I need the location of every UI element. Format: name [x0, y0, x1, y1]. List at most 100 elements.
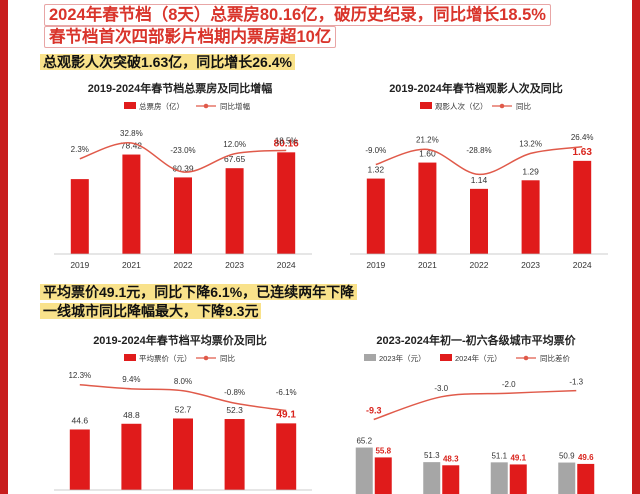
legend-label-line: 同比差价	[540, 353, 570, 363]
legend-swatch-bar	[420, 102, 432, 109]
legend-label-line: 同比	[516, 101, 531, 111]
bar-value-label-2023: 50.9	[559, 452, 575, 461]
x-tick-label: 2023	[225, 260, 244, 270]
bar	[173, 418, 193, 490]
chart-avg-price: 2019-2024年春节档平均票价及同比平均票价（元）同比44.6201948.…	[54, 333, 312, 491]
bar-value-label-2023: 65.2	[356, 437, 372, 446]
legend-swatch-2024	[440, 354, 452, 361]
chart-city-price: 2023-2024年初一-初六各级城市平均票价 2023年（元） 2024年（元） 同…	[355, 333, 595, 494]
line-value-label: -28.8%	[466, 146, 491, 155]
x-tick-label: 2022	[470, 260, 489, 270]
bar	[225, 168, 244, 254]
bar	[174, 177, 192, 254]
headline-line2: 春节档首次四部影片档期内票房超10亿	[44, 26, 337, 48]
x-tick-label: 2021	[418, 260, 437, 270]
bar	[366, 178, 385, 254]
x-tick-label: 2024	[277, 260, 296, 270]
bar	[224, 419, 245, 490]
bar-2024	[374, 457, 392, 494]
bar-value-label-2023: 51.3	[424, 451, 440, 460]
headline-line1: 2024年春节档（8天）总票房80.16亿，破历史纪录，同比增长18.5%	[44, 4, 551, 26]
line-value-label: 26.4%	[571, 133, 594, 142]
bar-value-label: 60.39	[172, 163, 194, 173]
legend-label-2023: 2023年（元）	[379, 353, 426, 363]
legend-label-2024: 2024年（元）	[455, 353, 502, 363]
legend-label-bar: 观影人次（亿）	[435, 101, 488, 111]
bar-value-label: 49.1	[276, 409, 296, 420]
section1-highlight-text: 总观影人次突破1.63亿，同比增长26.4%	[40, 54, 295, 70]
bar	[276, 423, 297, 490]
series-line	[373, 389, 577, 421]
line-value-label: -23.0%	[170, 146, 195, 155]
bar-value-label: 44.6	[72, 415, 89, 425]
x-tick-label: 2019	[366, 260, 385, 270]
line-value-label: 9.4%	[122, 375, 140, 384]
chart-title: 2019-2024年春节档观影人次及同比	[389, 81, 563, 95]
headline: 2024年春节档（8天）总票房80.16亿，破历史纪录，同比增长18.5% 春节…	[44, 4, 604, 48]
line-value-label: 32.8%	[120, 129, 143, 138]
bar-value-label-2023: 51.1	[491, 451, 507, 460]
bar-value-label: 52.7	[175, 404, 192, 414]
x-tick-label: 2024	[573, 260, 592, 270]
bar	[470, 188, 488, 254]
series-line	[375, 146, 583, 176]
legend-marker-line	[203, 103, 209, 109]
legend-label-line: 同比	[220, 353, 235, 363]
line-value-label: 8.0%	[174, 377, 192, 386]
line-value-label: -0.8%	[224, 388, 245, 397]
bar-value-label: 1.14	[471, 175, 488, 185]
line-value-label: -1.3	[569, 378, 583, 387]
legend-marker-line	[499, 103, 505, 109]
bar-value-label: 1.60	[419, 149, 436, 159]
chart-title: 2019-2024年春节档总票房及同比增幅	[88, 81, 273, 95]
section2-highlight-line1: 平均票价49.1元，同比下降6.1%，已连续两年下降	[40, 284, 358, 300]
bar-value-label: 78.42	[121, 141, 143, 151]
legend-swatch-bar	[124, 102, 136, 109]
line-value-label: 18.5%	[275, 136, 298, 145]
legend-marker-line	[203, 355, 209, 361]
bar-value-label: 52.3	[226, 405, 243, 415]
x-tick-label: 2023	[521, 260, 540, 270]
bar	[70, 179, 89, 254]
bar-2024	[509, 464, 527, 494]
bar-value-label: 67.65	[224, 154, 246, 164]
line-value-label: -3.0	[434, 384, 448, 393]
section2-highlight-line2: 一线城市同比降幅最大，下降9.3元	[40, 303, 262, 319]
bar-value-label-2024: 49.1	[510, 453, 526, 462]
bar-value-label: 80.16	[274, 138, 299, 149]
bar-2024	[577, 463, 595, 494]
bar-2023	[355, 447, 373, 494]
legend-label-bar: 总票房（亿）	[139, 101, 184, 111]
x-tick-label: 2022	[174, 260, 193, 270]
bar-2023	[558, 462, 576, 494]
chart-title: 2019-2024年春节档平均票价及同比	[93, 333, 267, 347]
bar-value-label-2024: 49.6	[578, 453, 594, 462]
bar-value-label: 48.8	[123, 410, 140, 420]
bar	[69, 429, 90, 490]
bar	[573, 160, 592, 254]
line-value-label: 21.2%	[416, 135, 439, 144]
line-value-label: 13.2%	[519, 139, 542, 148]
line-value-label: 12.0%	[223, 140, 246, 149]
series-line	[79, 384, 287, 412]
bar-2024	[442, 465, 460, 494]
line-value-label: -2.0	[502, 380, 516, 389]
bar-value-label-2024: 48.3	[443, 454, 459, 463]
bar	[521, 180, 540, 254]
bar-value-label-2024: 55.8	[375, 446, 391, 455]
bar-value-label: 1.63	[572, 147, 592, 158]
legend-swatch-2023	[364, 354, 376, 361]
bar	[277, 152, 296, 254]
legend-label-line: 同比增幅	[220, 101, 250, 111]
line-value-label: 2.3%	[71, 145, 89, 154]
bar-2023	[490, 462, 508, 494]
line-value-label: -9.0%	[365, 146, 386, 155]
series-line	[79, 142, 287, 173]
legend-swatch-bar	[124, 354, 136, 361]
x-tick-label: 2021	[122, 260, 141, 270]
chart-title: 2023-2024年初一-初六各级城市平均票价	[376, 333, 576, 347]
bar	[418, 162, 437, 254]
bar-2023	[423, 462, 441, 494]
